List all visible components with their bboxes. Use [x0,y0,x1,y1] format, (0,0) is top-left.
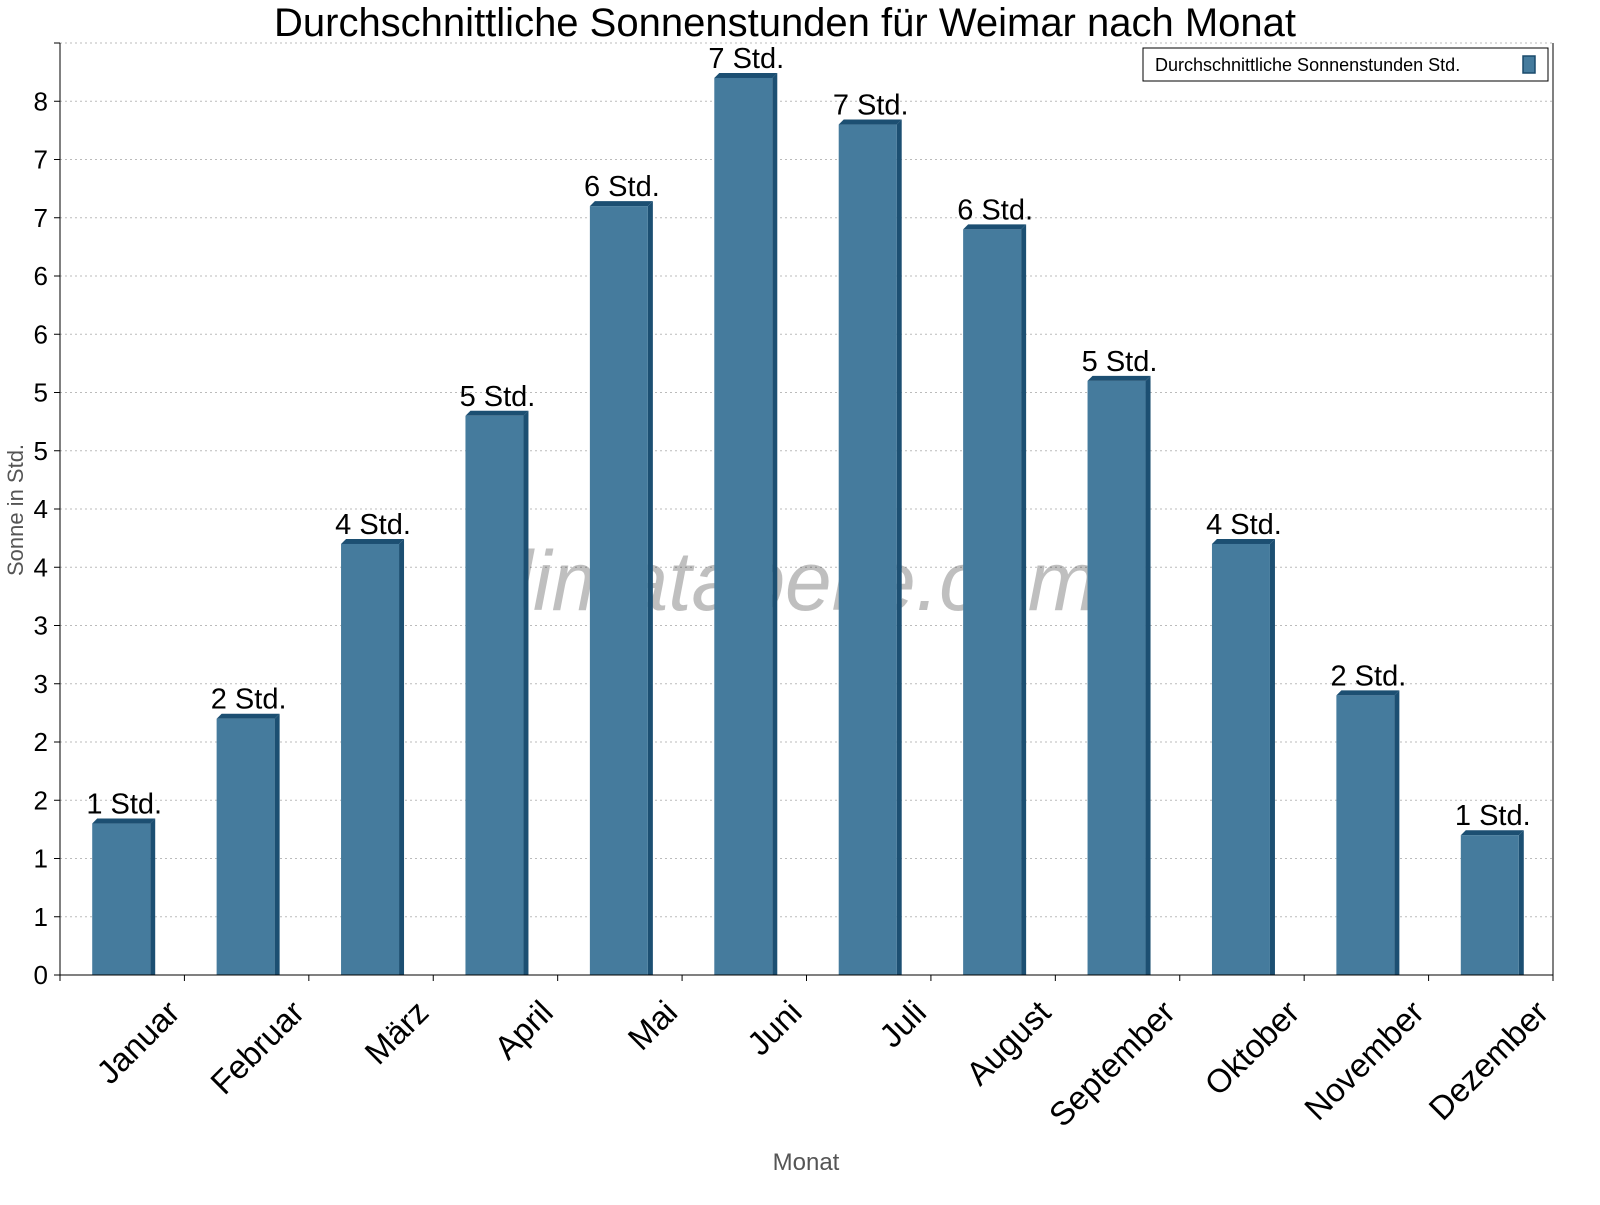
data-label: 6 Std. [957,194,1033,226]
data-label: 5 Std. [460,381,536,413]
x-tick-label: Januar [89,993,187,1091]
data-label: 4 Std. [1206,509,1282,541]
bar-side [1394,690,1400,975]
bar [838,124,897,976]
y-tick-label: 1 [34,844,48,874]
bar-top [589,201,653,207]
y-tick-label: 4 [34,494,48,524]
x-tick-label: April [487,993,560,1066]
data-label: 6 Std. [584,171,660,203]
bar-side [647,201,653,976]
bar-side [150,818,156,975]
bar [216,718,275,975]
gridlines [60,42,1553,918]
bar-top [1460,830,1524,836]
bar [465,415,524,975]
y-tick-label: 2 [34,785,48,815]
bar-side [896,119,902,976]
bar-side [274,713,280,975]
bar [714,77,773,975]
bar [589,206,648,976]
data-label: 4 Std. [335,509,411,541]
x-tick-label: Oktober [1197,993,1306,1102]
y-tick-label: 5 [34,436,48,466]
x-axis-label: Monat [773,1149,840,1176]
bar [1460,835,1519,975]
y-tick-label: 3 [34,669,48,699]
data-label: 2 Std. [1330,660,1406,692]
bar-top [216,713,280,719]
bars: 1 Std. 2 Std. 4 Std. 5 Std. 6 Std. 7 Std. 7 St… [86,43,1531,976]
bar-top [1336,690,1400,696]
bar-side [523,410,529,975]
x-tick-label: Juli [872,993,933,1054]
bar [1087,380,1146,976]
bar-side [399,538,405,975]
bar-top [1087,375,1151,381]
bar [341,543,400,975]
data-label: 2 Std. [211,684,287,716]
y-tick-label: 6 [34,319,48,349]
bar-top [714,72,778,78]
legend-label: Durchschnittliche Sonnenstunden Std. [1155,55,1460,75]
y-tick-label: 7 [34,203,48,233]
x-tick-label: August [959,993,1058,1092]
bar-top [838,119,902,125]
data-label: 1 Std. [86,789,162,821]
y-tick-label: 4 [34,552,48,582]
y-tick-label: 1 [34,902,48,932]
bar-side [1518,830,1524,975]
x-tick-label: November [1297,993,1431,1127]
x-tick-label: März [357,993,435,1071]
bar-side [772,72,778,975]
bar-side [1269,538,1275,975]
x-tick-label: Mai [621,993,685,1057]
chart-title: Durchschnittliche Sonnenstunden für Weim… [274,1,1296,45]
bar-side [1145,375,1151,976]
bar-top [963,224,1027,230]
data-label: 5 Std. [1082,346,1158,378]
y-tick-label: 6 [34,261,48,291]
bar-top [341,538,405,544]
bar-side [1021,224,1027,975]
data-label: 1 Std. [1455,800,1531,832]
x-tick-label: Februar [203,993,311,1101]
bar [1336,695,1395,975]
legend: Durchschnittliche Sonnenstunden Std. [1142,47,1549,82]
bar [1211,543,1270,975]
y-tick-label: 0 [34,960,48,990]
y-tick-label: 8 [34,86,48,116]
data-label: 7 Std. [708,43,784,75]
data-label: 7 Std. [833,90,909,122]
y-axis-label: Sonne in Std. [3,444,28,576]
y-tick-label: 5 [34,378,48,408]
bar-top [1211,538,1275,544]
bar [92,823,151,975]
bar-top [465,410,529,416]
legend-box [1142,47,1549,82]
bar [963,229,1022,975]
bar-top [92,818,156,824]
x-tick-label: Juni [740,993,809,1062]
x-tick-label: September [1042,993,1182,1133]
y-tick-label: 2 [34,727,48,757]
x-tick-label: Dezember [1421,993,1555,1127]
y-tick-label: 3 [34,611,48,641]
y-tick-label: 7 [34,145,48,175]
legend-swatch [1522,55,1536,74]
